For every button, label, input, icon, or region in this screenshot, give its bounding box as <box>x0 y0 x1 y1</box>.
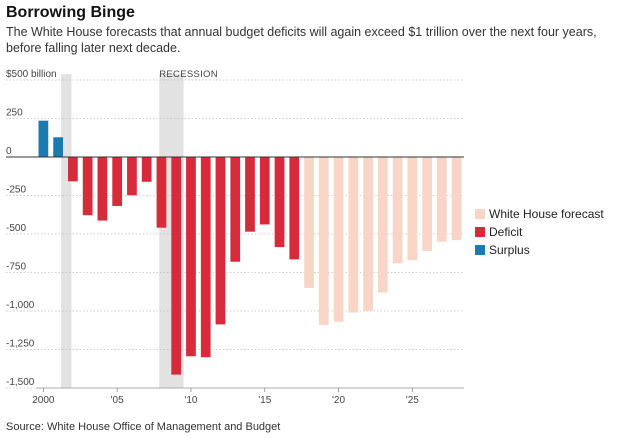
bar-deficit <box>171 157 182 375</box>
bar-deficit <box>82 157 93 216</box>
legend-label: White House forecast <box>489 207 604 221</box>
bar-deficit <box>156 157 167 228</box>
x-tick-label: '20 <box>332 395 345 406</box>
bar-white-house-forecast <box>422 157 432 251</box>
y-tick-label: 0 <box>6 146 12 157</box>
y-tick-label: 250 <box>6 108 23 119</box>
bar-white-house-forecast <box>363 157 373 311</box>
x-tick-label: '05 <box>111 395 124 406</box>
bar-white-house-forecast <box>377 157 388 293</box>
bar-deficit <box>141 157 152 182</box>
bar-deficit <box>127 157 137 196</box>
y-tick-label: -1,250 <box>6 339 35 350</box>
bar-surplus <box>38 120 49 157</box>
bar-white-house-forecast <box>436 157 447 242</box>
x-tick-label: '10 <box>184 395 197 406</box>
x-tick-label: 2000 <box>32 395 55 406</box>
y-tick-label: -750 <box>6 262 26 273</box>
x-tick-label: '15 <box>258 395 271 406</box>
bar-deficit <box>112 157 123 206</box>
bar-white-house-forecast <box>348 157 359 313</box>
legend-label: Surplus <box>489 243 530 257</box>
bar-surplus <box>53 137 64 157</box>
legend-swatch <box>475 245 485 255</box>
bar-deficit <box>274 157 285 248</box>
bar-deficit <box>245 157 255 232</box>
bar-deficit <box>68 157 78 182</box>
bar-white-house-forecast <box>407 157 418 261</box>
legend-label: Deficit <box>489 225 523 239</box>
bar-white-house-forecast <box>333 157 344 322</box>
chart-subtitle: The White House forecasts that annual bu… <box>6 25 597 55</box>
legend-swatch <box>475 209 485 219</box>
bar-deficit <box>289 157 300 260</box>
bar-deficit <box>215 157 226 325</box>
legend-swatch <box>475 227 485 237</box>
bar-white-house-forecast <box>318 157 329 325</box>
recession-band <box>61 74 72 388</box>
bar-white-house-forecast <box>451 157 462 241</box>
y-tick-label: $500 billion <box>6 69 57 80</box>
bar-deficit <box>97 157 108 221</box>
bar-deficit <box>200 157 211 358</box>
bar-white-house-forecast <box>304 157 314 288</box>
chart-source: Source: White House Office of Management… <box>6 421 281 433</box>
recession-label: RECESSION <box>159 69 218 80</box>
y-tick-label: -250 <box>6 185 26 196</box>
x-tick-label: '25 <box>406 395 419 406</box>
y-tick-label: -1,500 <box>6 377 35 388</box>
bar-deficit <box>230 157 241 262</box>
bar-deficit <box>259 157 270 225</box>
y-tick-label: -1,000 <box>6 300 35 311</box>
chart-title: Borrowing Binge <box>6 4 135 21</box>
bar-deficit <box>186 157 196 357</box>
y-tick-label: -500 <box>6 223 26 234</box>
bar-white-house-forecast <box>392 157 403 264</box>
